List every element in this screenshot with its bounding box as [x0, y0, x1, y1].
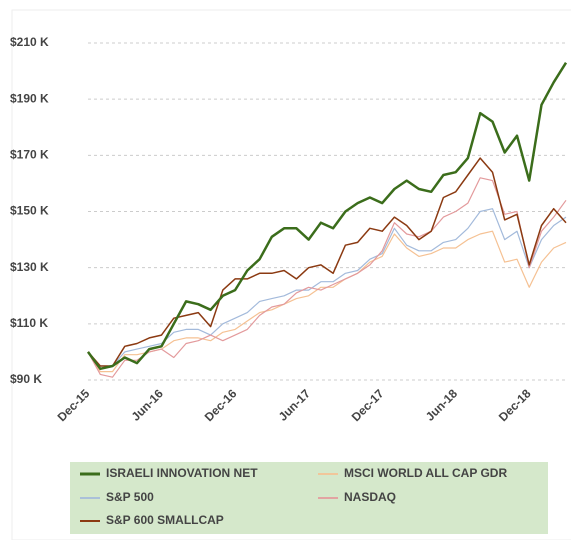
legend-box	[70, 462, 548, 534]
legend-label: MSCI WORLD ALL CAP GDR	[344, 466, 507, 480]
series-line	[86, 62, 568, 371]
y-tick-label: $130 K	[10, 260, 49, 274]
y-tick-label: $110 K	[10, 316, 48, 330]
legend-label: S&P 500	[106, 490, 154, 504]
y-tick-label: $90 K	[10, 372, 42, 386]
series-line	[87, 208, 567, 367]
y-tick-label: $190 K	[10, 91, 49, 105]
y-tick-label: $170 K	[10, 148, 49, 162]
y-tick-label: $150 K	[10, 204, 49, 218]
series-line	[87, 157, 567, 367]
legend-label: ISRAELI INNOVATION NET	[106, 466, 258, 480]
series-line	[87, 177, 567, 378]
legend-label: NASDAQ	[344, 490, 396, 504]
legend-label: S&P 600 SMALLCAP	[106, 513, 224, 527]
y-tick-label: $210 K	[10, 35, 49, 49]
